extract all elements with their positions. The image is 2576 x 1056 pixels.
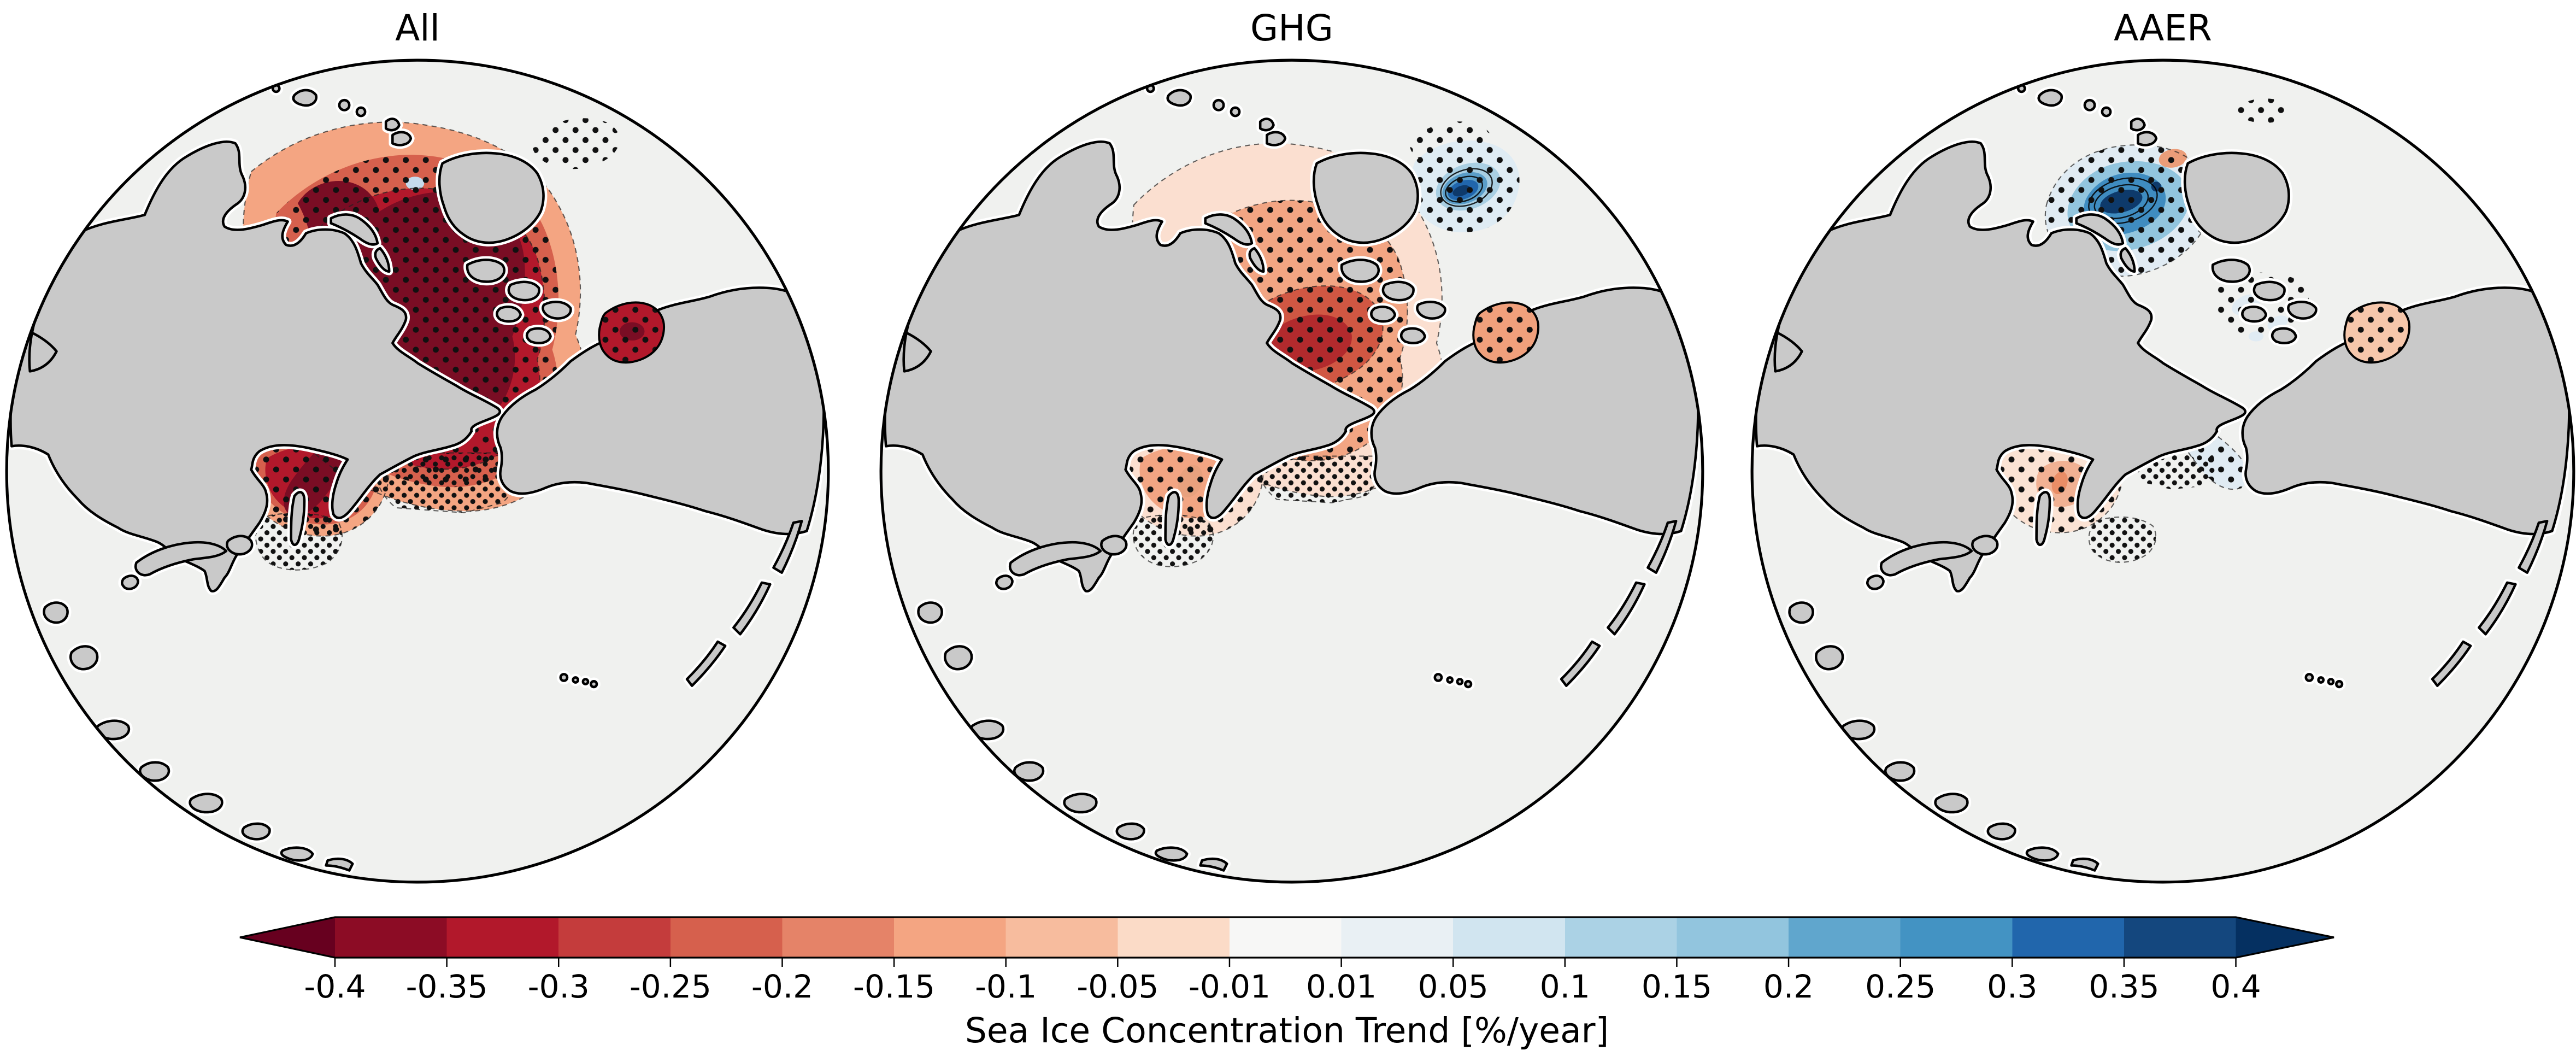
colorbar-segment bbox=[670, 917, 783, 958]
colorbar-segment bbox=[1118, 917, 1230, 958]
colorbar-tick-label: -0.3 bbox=[528, 968, 590, 1005]
colorbar-segment bbox=[782, 917, 895, 958]
colorbar-tick-label: -0.2 bbox=[751, 968, 813, 1005]
colorbar-extend-left bbox=[240, 917, 335, 958]
colorbar: -0.4 -0.35 -0.3 -0.25 -0.2 -0.15 -0.1 -0.05 -0.0… bbox=[239, 916, 2334, 1051]
colorbar-segment bbox=[446, 917, 560, 958]
colorbar-tick-label: -0.05 bbox=[1077, 968, 1158, 1005]
hudson-bay bbox=[598, 301, 666, 364]
colorbar-tick-label: 0.4 bbox=[2210, 968, 2261, 1005]
colorbar-tick-label: -0.01 bbox=[1189, 968, 1271, 1005]
colorbar-segment bbox=[2012, 917, 2125, 958]
panel-title-ghg: GHG bbox=[1250, 7, 1333, 49]
colorbar-label: Sea Ice Concentration Trend [%/year] bbox=[965, 1011, 1609, 1051]
colorbar-segment bbox=[1900, 917, 2013, 958]
colorbar-tick-label: 0.01 bbox=[1306, 968, 1377, 1005]
colorbar-tick-label: 0.05 bbox=[1418, 968, 1489, 1005]
colorbar-segment bbox=[894, 917, 1007, 958]
colorbar-segment bbox=[1229, 917, 1342, 958]
colorbar-tick-label: -0.15 bbox=[853, 968, 935, 1005]
globe-ghg bbox=[879, 58, 1704, 884]
colorbar-segment bbox=[558, 917, 671, 958]
colorbar-geometry: -0.4 -0.35 -0.3 -0.25 -0.2 -0.15 -0.1 -0.05 -0.0… bbox=[239, 916, 2334, 1005]
colorbar-segment bbox=[1005, 917, 1119, 958]
colorbar-tick-label: 0.3 bbox=[1987, 968, 2037, 1005]
globe-outline bbox=[5, 58, 830, 884]
panel-title-aaer: AAER bbox=[2114, 7, 2212, 49]
colorbar-segment bbox=[1677, 917, 1790, 958]
colorbar-extend-right bbox=[2236, 917, 2334, 958]
colorbar-segment bbox=[1453, 917, 1566, 958]
globe-outline bbox=[879, 58, 1704, 884]
colorbar-segment bbox=[2124, 917, 2237, 958]
globe-aaer bbox=[1750, 58, 2575, 884]
globe-outline bbox=[1750, 58, 2575, 884]
globe-all bbox=[5, 58, 830, 884]
colorbar-segment bbox=[1789, 917, 1901, 958]
colorbar-tick-label: -0.35 bbox=[406, 968, 488, 1005]
colorbar-tick-label: 0.15 bbox=[1642, 968, 1712, 1005]
colorbar-tick-label: -0.1 bbox=[975, 968, 1037, 1005]
panel-title-all: All bbox=[395, 7, 440, 49]
colorbar-segment bbox=[1565, 917, 1678, 958]
colorbar-tick-label: 0.25 bbox=[1865, 968, 1936, 1005]
colorbar-tick-label: -0.25 bbox=[630, 968, 711, 1005]
colorbar-tick-label: 0.35 bbox=[2089, 968, 2159, 1005]
colorbar-segment bbox=[335, 917, 448, 958]
colorbar-tick-label: 0.2 bbox=[1763, 968, 1814, 1005]
colorbar-tick-label: -0.4 bbox=[304, 968, 366, 1005]
colorbar-tick-label: 0.1 bbox=[1540, 968, 1590, 1005]
colorbar-segment bbox=[1341, 917, 1454, 958]
